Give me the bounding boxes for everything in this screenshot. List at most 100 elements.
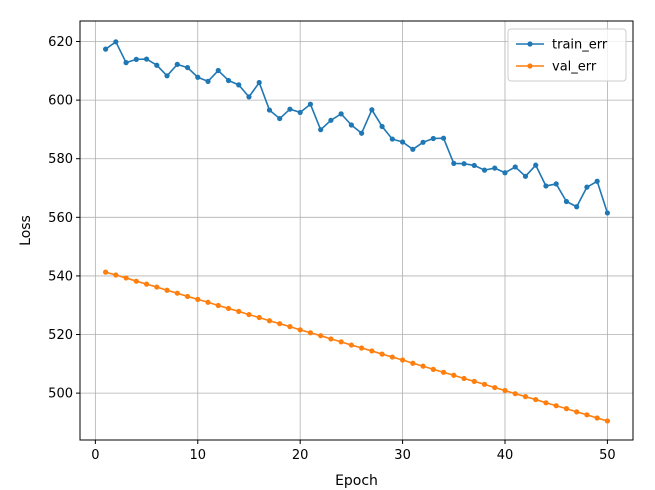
plot-area	[79, 20, 634, 441]
x-tick-label: 40	[497, 448, 514, 463]
data-point	[543, 400, 549, 406]
data-point	[553, 181, 559, 187]
data-point	[236, 308, 242, 314]
data-point	[287, 106, 293, 112]
data-point	[297, 327, 303, 333]
data-point	[205, 78, 211, 84]
data-point	[604, 418, 610, 424]
data-point	[215, 302, 221, 309]
data-point	[225, 77, 232, 84]
data-point	[359, 130, 365, 136]
data-point	[553, 403, 559, 409]
legend: train_err val_err	[507, 28, 627, 82]
data-point	[399, 357, 406, 363]
data-point	[184, 64, 191, 71]
data-point	[154, 62, 160, 68]
data-point	[338, 111, 344, 117]
data-point	[246, 94, 252, 100]
data-point	[389, 354, 395, 360]
data-point	[543, 183, 549, 189]
data-point	[430, 366, 436, 372]
data-point	[594, 415, 600, 421]
data-point	[502, 387, 508, 394]
data-point	[410, 146, 416, 152]
x-axis-label: Epoch	[335, 473, 378, 489]
data-point	[123, 275, 129, 281]
x-tick-label: 10	[189, 448, 206, 463]
legend-item-val_err: val_err	[516, 60, 597, 75]
data-point	[103, 269, 109, 275]
data-point	[246, 311, 252, 318]
x-axis: 0 10 20 30 40 50	[91, 440, 616, 463]
series-train_err	[103, 39, 610, 216]
data-point	[113, 39, 119, 45]
data-point	[133, 56, 139, 62]
data-point	[471, 162, 477, 169]
data-point	[379, 123, 385, 130]
legend-label: val_err	[552, 60, 597, 75]
data-point	[123, 60, 129, 66]
y-axis: 500 520 540 560 580 600 620	[48, 35, 80, 402]
y-tick-label: 580	[48, 152, 73, 167]
data-point	[113, 272, 119, 278]
x-tick-label: 20	[292, 448, 309, 463]
data-point	[215, 67, 221, 74]
data-point	[164, 287, 170, 293]
data-point	[420, 363, 426, 369]
data-point	[471, 378, 477, 384]
data-point	[277, 321, 283, 327]
data-point	[174, 290, 180, 296]
data-point	[584, 184, 590, 190]
legend-item-train_err: train_err	[516, 38, 608, 53]
data-point	[533, 162, 539, 168]
data-point	[348, 122, 354, 128]
data-point	[184, 293, 191, 300]
data-point	[143, 281, 150, 287]
data-point	[440, 369, 447, 375]
data-point	[430, 135, 436, 142]
data-point	[461, 375, 467, 382]
data-point	[533, 396, 539, 403]
data-point	[205, 299, 211, 305]
grid	[80, 21, 633, 440]
data-point	[318, 333, 324, 339]
data-point	[256, 79, 262, 86]
data-point	[481, 381, 488, 387]
data-point	[369, 107, 375, 113]
legend-marker	[527, 41, 533, 47]
legend-label: train_err	[552, 38, 608, 53]
data-point	[594, 178, 600, 184]
data-point	[266, 107, 273, 113]
data-point	[318, 127, 324, 133]
data-point	[574, 204, 580, 210]
data-point	[492, 384, 498, 391]
data-point	[440, 135, 447, 141]
data-point	[195, 74, 201, 80]
data-point	[266, 318, 273, 324]
data-point	[574, 409, 580, 415]
data-point	[338, 339, 344, 345]
data-point	[328, 117, 334, 123]
legend-box	[507, 28, 627, 82]
data-point	[369, 348, 375, 354]
y-tick-label: 600	[48, 94, 73, 109]
data-point	[563, 406, 570, 412]
data-point	[154, 284, 160, 290]
y-tick-label: 620	[48, 35, 73, 50]
data-point	[584, 412, 590, 418]
data-point	[297, 109, 303, 116]
data-point	[348, 342, 354, 348]
data-point	[277, 115, 283, 122]
y-tick-label: 560	[48, 211, 73, 226]
data-point	[451, 160, 457, 167]
data-point	[389, 136, 395, 142]
data-point	[379, 351, 385, 357]
data-point	[307, 330, 314, 336]
y-axis-label: Loss	[18, 215, 34, 246]
data-point	[143, 56, 150, 62]
data-point	[256, 314, 262, 321]
data-point	[399, 139, 406, 145]
data-point	[174, 61, 180, 67]
data-point	[604, 210, 610, 216]
data-point	[133, 278, 139, 284]
